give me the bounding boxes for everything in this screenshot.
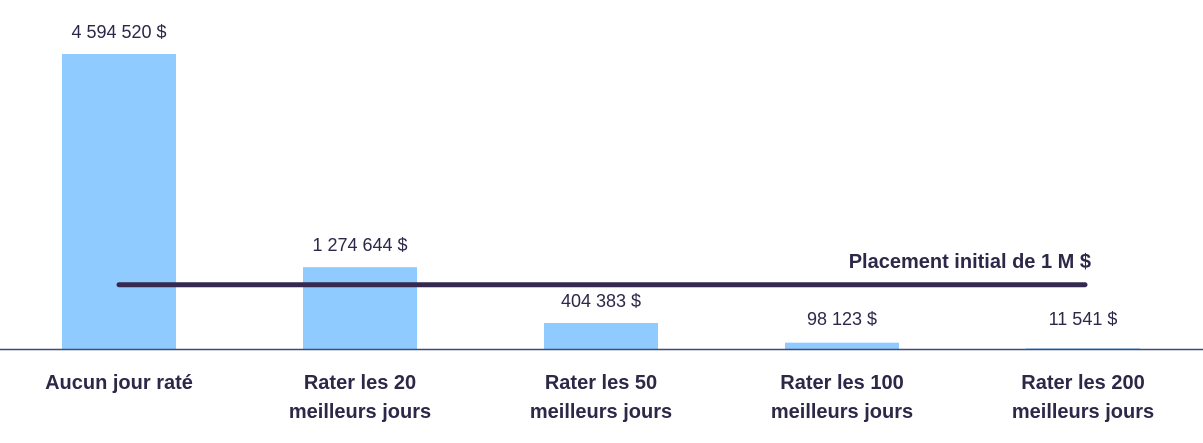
category-label-4-line-1: Rater les 100	[780, 372, 903, 394]
category-label-2-line-1: Rater les 20	[304, 372, 416, 394]
category-label-2-line-2: meilleurs jours	[289, 401, 431, 423]
reference-line-label: Placement initial de 1 M $	[849, 251, 1091, 273]
category-label-1-line-1: Aucun jour raté	[45, 372, 193, 394]
value-label-3: 404 383 $	[561, 291, 641, 311]
category-label-3-line-1: Rater les 50	[545, 372, 657, 394]
value-label-4: 98 123 $	[807, 309, 877, 329]
category-label-5-line-1: Rater les 200	[1021, 372, 1144, 394]
value-label-2: 1 274 644 $	[312, 235, 407, 255]
category-label-5-line-2: meilleurs jours	[1012, 401, 1154, 423]
bar-4	[785, 342, 899, 349]
value-labels-layer: 4 594 520 $ 1 274 644 $ 404 383 $ 98 123 $ 1…	[71, 22, 1117, 329]
bars-layer	[62, 54, 1140, 349]
bar-1	[62, 54, 176, 349]
bar-5	[1026, 348, 1140, 349]
category-labels-layer: Aucun jour raté Rater les 20 meilleurs jou…	[45, 372, 1154, 423]
value-label-1: 4 594 520 $	[71, 22, 166, 42]
value-label-5: 11 541 $	[1049, 309, 1118, 329]
category-label-3-line-2: meilleurs jours	[530, 401, 672, 423]
bar-3	[544, 323, 658, 349]
category-label-4-line-2: meilleurs jours	[771, 401, 913, 423]
bar-2	[303, 267, 417, 349]
